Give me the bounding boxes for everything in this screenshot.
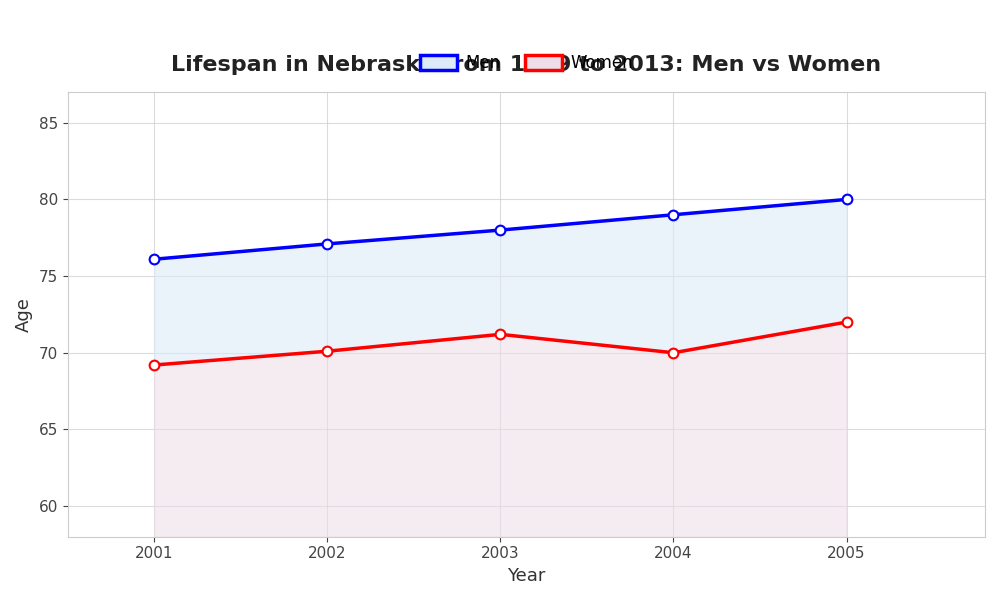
Y-axis label: Age: Age bbox=[15, 297, 33, 332]
Title: Lifespan in Nebraska from 1959 to 2013: Men vs Women: Lifespan in Nebraska from 1959 to 2013: … bbox=[171, 55, 881, 75]
Legend: Men, Women: Men, Women bbox=[413, 47, 639, 79]
X-axis label: Year: Year bbox=[507, 567, 546, 585]
